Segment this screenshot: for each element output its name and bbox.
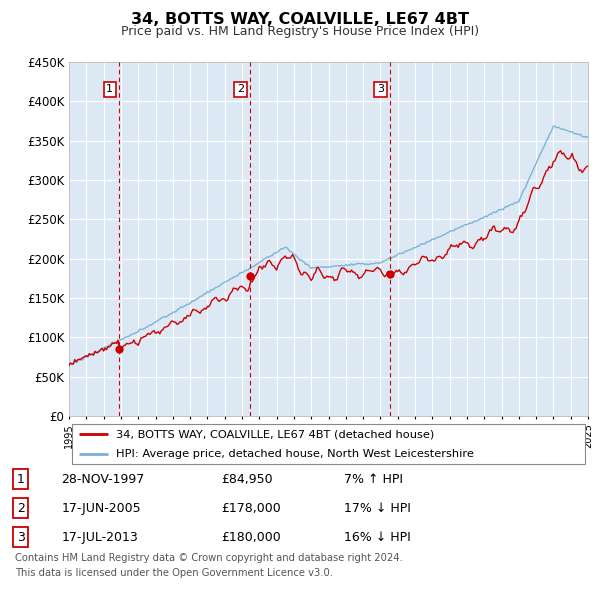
Text: 34, BOTTS WAY, COALVILLE, LE67 4BT: 34, BOTTS WAY, COALVILLE, LE67 4BT xyxy=(131,12,469,27)
Text: This data is licensed under the Open Government Licence v3.0.: This data is licensed under the Open Gov… xyxy=(15,569,333,578)
Text: 2: 2 xyxy=(17,502,25,515)
Text: 17-JUN-2005: 17-JUN-2005 xyxy=(61,502,141,515)
Text: Price paid vs. HM Land Registry's House Price Index (HPI): Price paid vs. HM Land Registry's House … xyxy=(121,25,479,38)
Text: 1: 1 xyxy=(17,473,25,486)
Text: 7% ↑ HPI: 7% ↑ HPI xyxy=(344,473,403,486)
Text: £84,950: £84,950 xyxy=(221,473,273,486)
FancyBboxPatch shape xyxy=(71,424,586,464)
Text: 3: 3 xyxy=(377,84,384,94)
Text: 17-JUL-2013: 17-JUL-2013 xyxy=(61,531,138,544)
Text: 1: 1 xyxy=(106,84,113,94)
Text: 28-NOV-1997: 28-NOV-1997 xyxy=(61,473,145,486)
Text: 2: 2 xyxy=(237,84,244,94)
Text: 17% ↓ HPI: 17% ↓ HPI xyxy=(344,502,410,515)
Text: Contains HM Land Registry data © Crown copyright and database right 2024.: Contains HM Land Registry data © Crown c… xyxy=(15,553,403,562)
Text: £178,000: £178,000 xyxy=(221,502,281,515)
Text: 34, BOTTS WAY, COALVILLE, LE67 4BT (detached house): 34, BOTTS WAY, COALVILLE, LE67 4BT (deta… xyxy=(116,430,434,439)
Text: 3: 3 xyxy=(17,531,25,544)
Text: £180,000: £180,000 xyxy=(221,531,281,544)
Text: HPI: Average price, detached house, North West Leicestershire: HPI: Average price, detached house, Nort… xyxy=(116,449,473,458)
Text: 16% ↓ HPI: 16% ↓ HPI xyxy=(344,531,410,544)
